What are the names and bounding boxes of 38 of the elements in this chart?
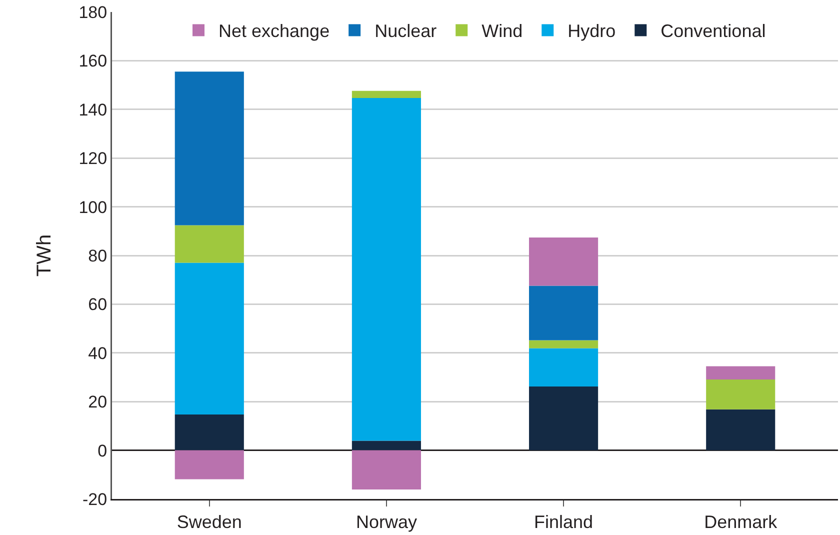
- y-tick-label: 140: [78, 100, 108, 120]
- bar: [352, 450, 421, 490]
- bar: [529, 286, 598, 340]
- legend-label: Conventional: [660, 21, 766, 42]
- bar: [529, 348, 598, 386]
- legend-label: Nuclear: [374, 21, 437, 42]
- y-tick-label: 0: [98, 441, 108, 460]
- y-tick-label: 120: [78, 149, 108, 168]
- y-tick-label: 160: [78, 52, 108, 71]
- bar: [174, 262, 244, 415]
- y-tick-label: 180: [78, 2, 108, 22]
- x-tick-label: Sweden: [176, 512, 242, 532]
- bar: [706, 366, 776, 380]
- bar: [174, 72, 244, 226]
- bar: [174, 450, 244, 480]
- bar: [174, 225, 244, 263]
- y-tick-label: 100: [78, 198, 108, 217]
- bar: [352, 90, 421, 98]
- y-tick-label: 60: [88, 295, 108, 314]
- y-tick-label: 80: [88, 246, 108, 266]
- bar: [352, 98, 421, 441]
- bar: [529, 386, 598, 450]
- y-tick-label: -20: [82, 490, 108, 509]
- x-tick-label: Denmark: [704, 512, 778, 532]
- y-tick-label: 20: [88, 392, 108, 412]
- legend-label: Net exchange: [218, 21, 330, 42]
- y-axis-title: TWh: [33, 234, 56, 277]
- bar: [352, 440, 421, 450]
- legend-label: Wind: [482, 21, 523, 42]
- x-tick-label: Norway: [356, 512, 417, 532]
- y-tick-label: 40: [88, 344, 108, 363]
- bar: [529, 237, 598, 286]
- x-tick-label: Finland: [534, 512, 594, 532]
- legend-label: Hydro: [568, 21, 616, 42]
- bar: [706, 379, 776, 410]
- bar: [174, 414, 244, 450]
- bar: [529, 340, 598, 348]
- bar: [706, 409, 776, 450]
